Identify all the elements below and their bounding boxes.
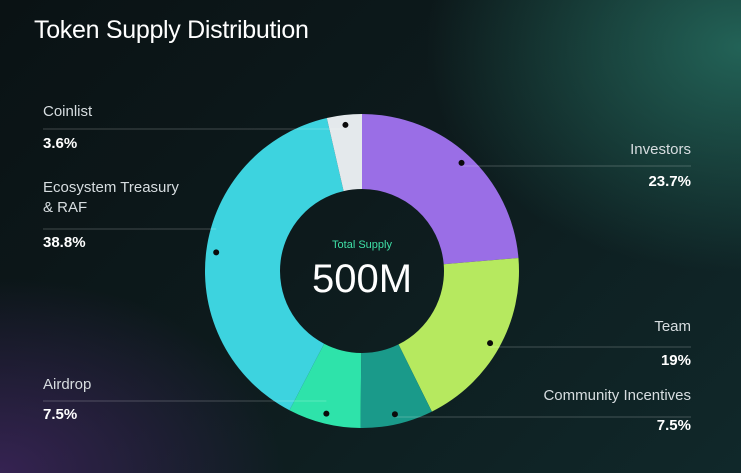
legend-value-investors: 23.7% xyxy=(648,173,691,190)
slice-investors xyxy=(362,114,519,265)
slice-marker-investors xyxy=(458,159,465,166)
slice-community-incentives xyxy=(360,344,432,428)
slice-coinlist xyxy=(326,114,362,192)
legend-label-team: Team xyxy=(654,318,691,335)
leader-lines xyxy=(43,128,691,418)
slice-ecosystem-treasury-raf xyxy=(204,117,344,411)
legend-label-community: Community Incentives xyxy=(543,387,691,404)
donut-slices xyxy=(204,114,519,428)
legend-value-coinlist: 3.6% xyxy=(43,135,78,152)
center-value: 500M xyxy=(312,257,412,301)
chart-title: Token Supply Distribution xyxy=(34,16,309,44)
legend-label-coinlist: Coinlist xyxy=(43,103,93,120)
legend-value-ecosystem: 38.8% xyxy=(43,234,86,251)
legend-value-team: 19% xyxy=(660,352,691,369)
legend-label-airdrop: Airdrop xyxy=(43,376,92,393)
legend-label-investors: Investors xyxy=(630,141,691,158)
legend-value-airdrop: 7.5% xyxy=(43,406,78,423)
slice-marker-airdrop xyxy=(323,410,330,417)
slice-marker-ecosystem-treasury-raf xyxy=(213,249,220,256)
legend-value-community: 7.5% xyxy=(656,417,691,434)
legend-label-ecosystem: Ecosystem Treasury & RAF xyxy=(43,179,179,216)
slice-marker-team xyxy=(487,340,494,347)
slice-airdrop xyxy=(289,343,362,428)
slice-team xyxy=(398,257,519,412)
center-caption: Total Supply xyxy=(332,239,392,251)
slice-marker-coinlist xyxy=(342,121,349,128)
slice-marker-community-incentives xyxy=(391,411,398,418)
slice-markers xyxy=(213,121,494,418)
